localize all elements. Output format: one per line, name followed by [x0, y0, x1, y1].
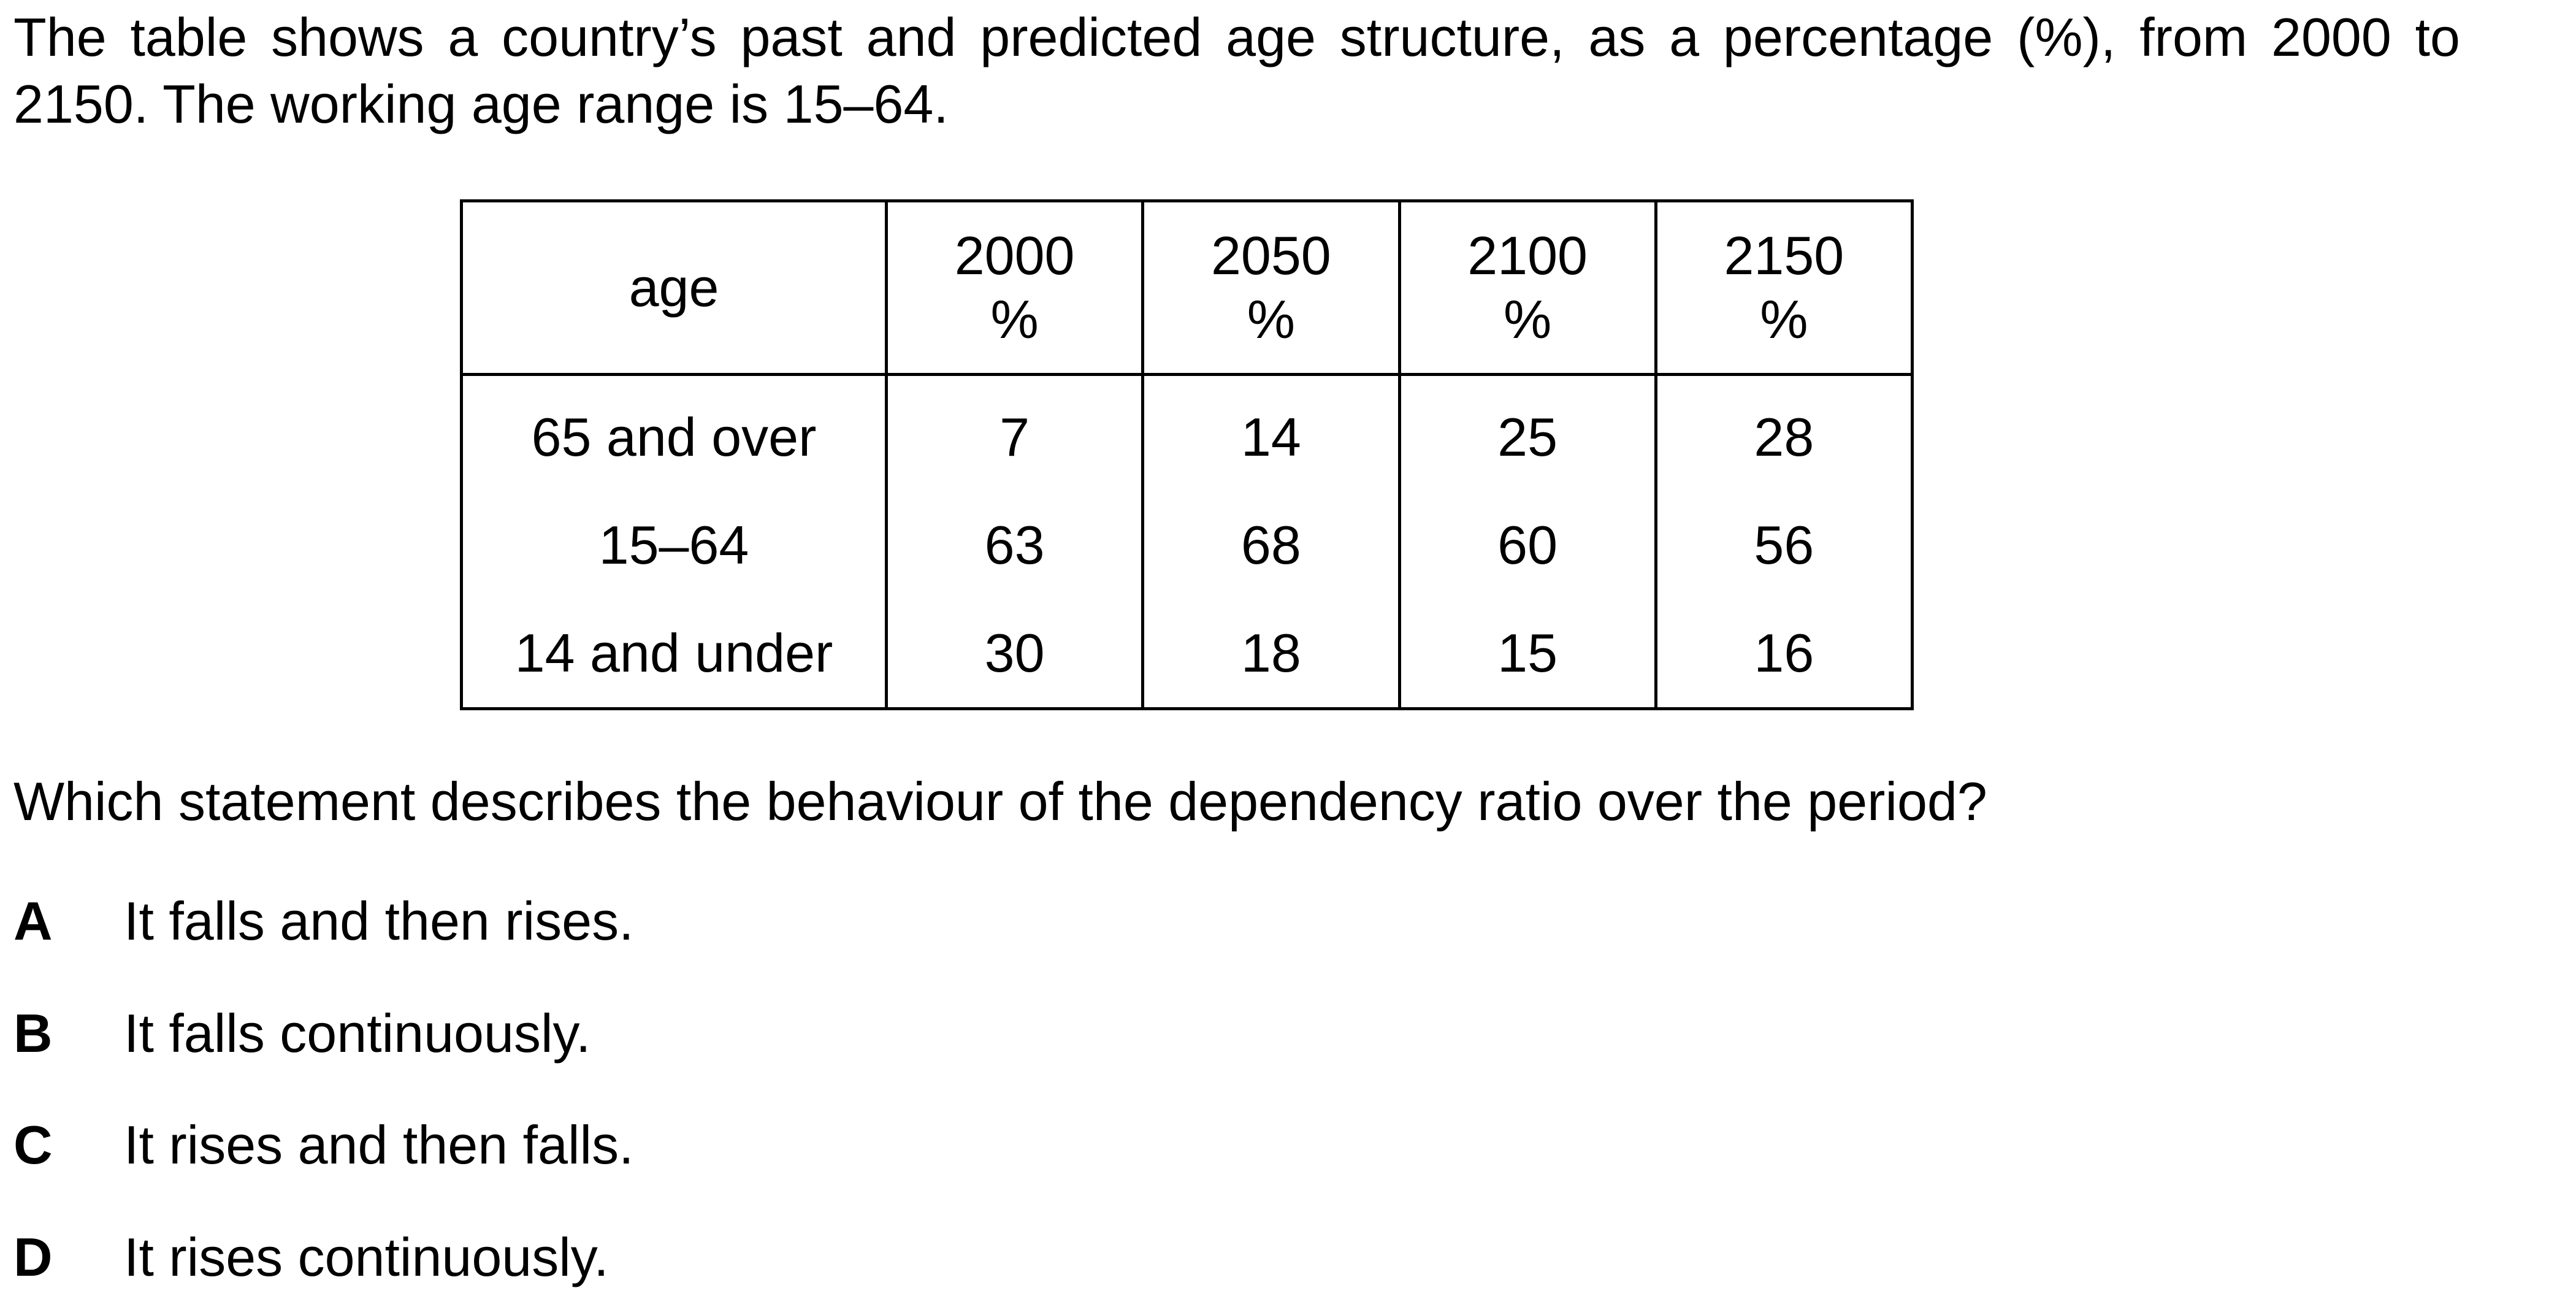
- option-letter: C: [13, 1114, 53, 1175]
- table-cell: 7: [884, 374, 1145, 491]
- answer-option-c[interactable]: C It rises and then falls.: [13, 1111, 634, 1178]
- table-row: 65 and over 7 14 25 28: [460, 374, 1914, 491]
- table-cell: 28: [1654, 374, 1914, 491]
- unit-label: %: [1504, 289, 1552, 350]
- row-label: 15–64: [460, 491, 888, 599]
- table-cell: 56: [1654, 491, 1914, 599]
- option-text: It rises continuously.: [124, 1227, 609, 1287]
- table-row: 14 and under 30 18 15 16: [460, 599, 1914, 710]
- table-row: 15–64 63 68 60 56: [460, 491, 1914, 599]
- answer-option-a[interactable]: A It falls and then rises.: [13, 888, 634, 954]
- unit-label: %: [990, 289, 1039, 350]
- option-letter: B: [13, 1003, 53, 1064]
- unit-label: %: [1760, 289, 1808, 350]
- table-cell: 30: [884, 599, 1145, 710]
- option-text: It falls continuously.: [124, 1003, 591, 1064]
- year-label: 2050: [1210, 225, 1331, 286]
- year-label: 2100: [1467, 225, 1588, 286]
- year-column-header: 2150 %: [1654, 199, 1914, 376]
- intro-text: The table shows a country’s past and pre…: [13, 7, 2460, 134]
- table-cell: 63: [884, 491, 1145, 599]
- option-text: It rises and then falls.: [124, 1114, 634, 1175]
- table-cell: 14: [1141, 374, 1401, 491]
- answer-option-b[interactable]: B It falls continuously.: [13, 1000, 590, 1067]
- year-column-header: 2050 %: [1141, 199, 1401, 376]
- year-label: 2000: [954, 225, 1075, 286]
- table-header-row: age 2000 % 2050 % 2100 % 2150 %: [460, 199, 1914, 376]
- age-structure-table: age 2000 % 2050 % 2100 % 2150 % 65 and o…: [460, 199, 1914, 710]
- table-cell: 18: [1141, 599, 1401, 710]
- question-text: Which statement describes the behaviour …: [13, 771, 1987, 832]
- unit-label: %: [1247, 289, 1295, 350]
- option-text: It falls and then rises.: [124, 891, 634, 951]
- option-letter: D: [13, 1227, 53, 1287]
- table-cell: 15: [1397, 599, 1657, 710]
- option-letter: A: [13, 891, 53, 951]
- year-label: 2150: [1724, 225, 1844, 286]
- row-label: 65 and over: [460, 374, 888, 491]
- row-label: 14 and under: [460, 599, 888, 710]
- table-cell: 25: [1397, 374, 1657, 491]
- answer-option-d[interactable]: D It rises continuously.: [13, 1224, 609, 1290]
- table-cell: 60: [1397, 491, 1657, 599]
- table-cell: 68: [1141, 491, 1401, 599]
- year-column-header: 2100 %: [1397, 199, 1657, 376]
- table-cell: 16: [1654, 599, 1914, 710]
- year-column-header: 2000 %: [884, 199, 1145, 376]
- age-column-header: age: [460, 199, 888, 376]
